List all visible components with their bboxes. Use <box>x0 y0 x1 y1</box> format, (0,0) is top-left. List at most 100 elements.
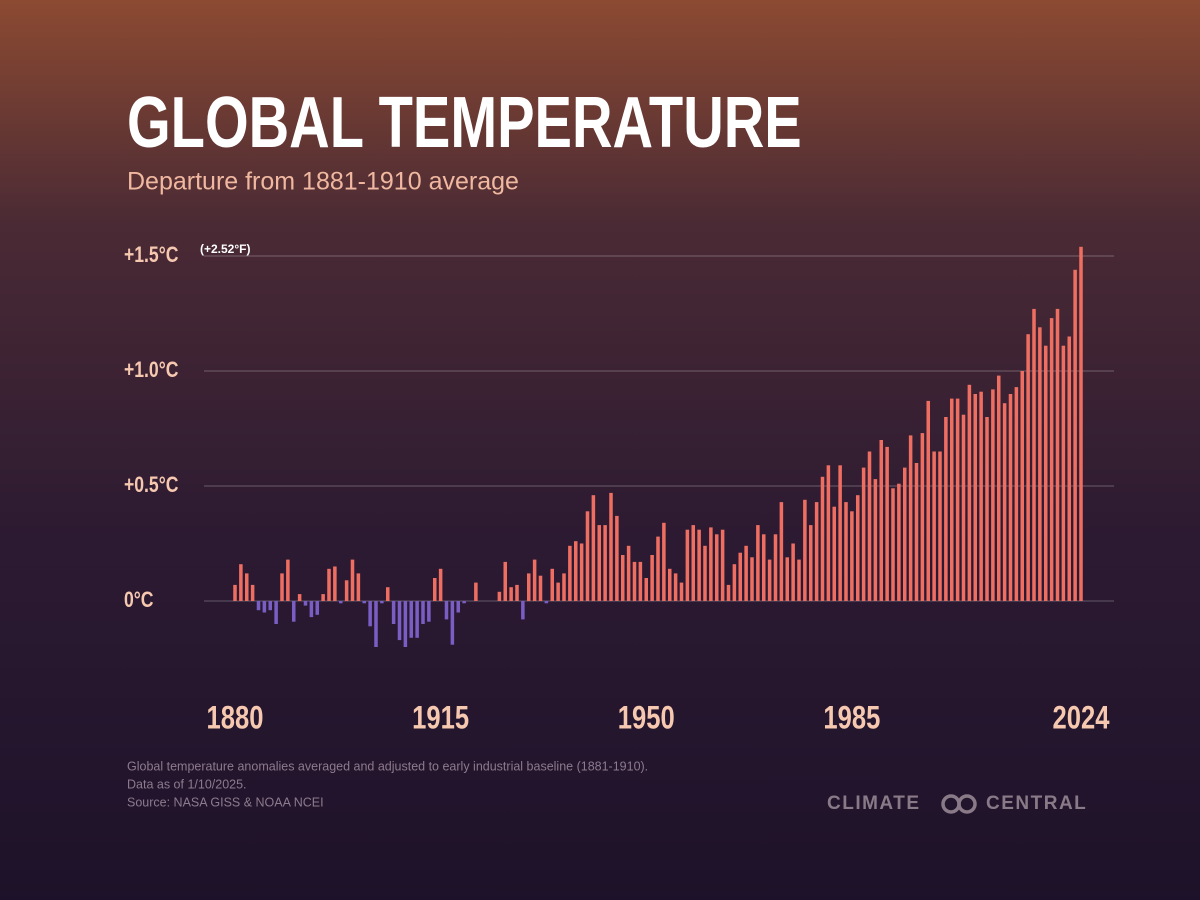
bar <box>609 492 613 601</box>
bar <box>268 601 273 611</box>
bar <box>1020 371 1025 601</box>
bar <box>280 573 284 601</box>
bar <box>832 506 837 601</box>
bar <box>644 578 649 601</box>
x-tick-label: 1950 <box>618 701 675 736</box>
bar <box>532 559 537 601</box>
bar <box>409 601 414 638</box>
bar <box>462 601 466 604</box>
bar <box>650 555 654 601</box>
bar <box>362 601 367 604</box>
bar <box>568 545 572 601</box>
bar <box>656 536 660 601</box>
logo-text: CENTRAL <box>986 793 1087 814</box>
bar <box>820 476 825 601</box>
bar <box>855 495 860 601</box>
bar <box>861 467 866 601</box>
bar <box>767 559 772 601</box>
bar <box>632 561 637 601</box>
bar <box>356 573 361 601</box>
bar <box>1055 308 1060 601</box>
bar <box>274 601 278 624</box>
bar <box>967 384 972 601</box>
bar <box>885 446 889 601</box>
bar <box>591 495 596 601</box>
bar <box>585 511 590 601</box>
bar <box>744 545 748 601</box>
bar <box>321 594 325 601</box>
bar <box>979 391 983 601</box>
bar <box>344 580 349 601</box>
bar <box>603 525 607 601</box>
bar <box>761 534 766 601</box>
bar <box>244 573 249 601</box>
bar <box>785 557 790 601</box>
bar <box>709 527 713 601</box>
bar <box>333 566 337 601</box>
bar <box>773 534 778 601</box>
bar <box>338 601 343 604</box>
bar <box>303 601 308 606</box>
bar <box>797 559 801 601</box>
bar <box>615 515 619 601</box>
bar <box>891 488 895 601</box>
bar <box>350 559 355 601</box>
bar <box>421 601 425 624</box>
bar <box>620 555 625 601</box>
bar <box>691 525 696 601</box>
bar <box>1061 345 1066 601</box>
bar <box>1038 327 1042 601</box>
bar <box>750 557 754 601</box>
bar <box>1008 394 1013 601</box>
bar <box>239 564 243 601</box>
bar <box>626 545 631 601</box>
bar <box>673 573 678 601</box>
bar <box>879 440 884 601</box>
bar <box>380 601 384 604</box>
bar <box>949 398 954 601</box>
x-tick-label: 1985 <box>823 701 880 736</box>
bar <box>1002 403 1007 601</box>
bar <box>985 417 989 601</box>
bar <box>1043 345 1048 601</box>
bar <box>1032 308 1036 601</box>
chart-title: GLOBAL TEMPERATURE <box>127 82 802 162</box>
bar <box>256 601 261 611</box>
bar <box>844 502 848 601</box>
bar <box>908 435 913 601</box>
bar <box>714 534 719 601</box>
bar <box>403 601 408 647</box>
bar <box>444 601 449 620</box>
bar <box>233 584 237 601</box>
bar <box>973 394 978 601</box>
bar <box>573 541 578 601</box>
bar <box>938 451 942 601</box>
bar <box>1026 334 1030 601</box>
bar <box>726 584 731 601</box>
bar <box>961 414 966 601</box>
bar <box>991 389 995 601</box>
bar <box>902 467 907 601</box>
bar <box>944 417 948 601</box>
bar <box>732 564 737 601</box>
bar <box>397 601 402 641</box>
note: Global temperature anomalies averaged an… <box>127 759 648 773</box>
x-tick-label: 2024 <box>1053 701 1110 736</box>
bar <box>808 525 813 601</box>
bar <box>368 601 372 627</box>
bar <box>297 594 302 601</box>
bar <box>579 543 584 601</box>
bar <box>550 568 555 601</box>
bar <box>685 529 690 601</box>
bar <box>597 525 602 601</box>
y-tick-label: 0°C <box>124 588 154 612</box>
bar <box>679 582 684 601</box>
bar <box>391 601 396 624</box>
bar <box>327 568 331 601</box>
bar <box>432 578 437 601</box>
bar <box>450 601 455 645</box>
bar <box>996 375 1001 601</box>
bar <box>309 601 314 618</box>
